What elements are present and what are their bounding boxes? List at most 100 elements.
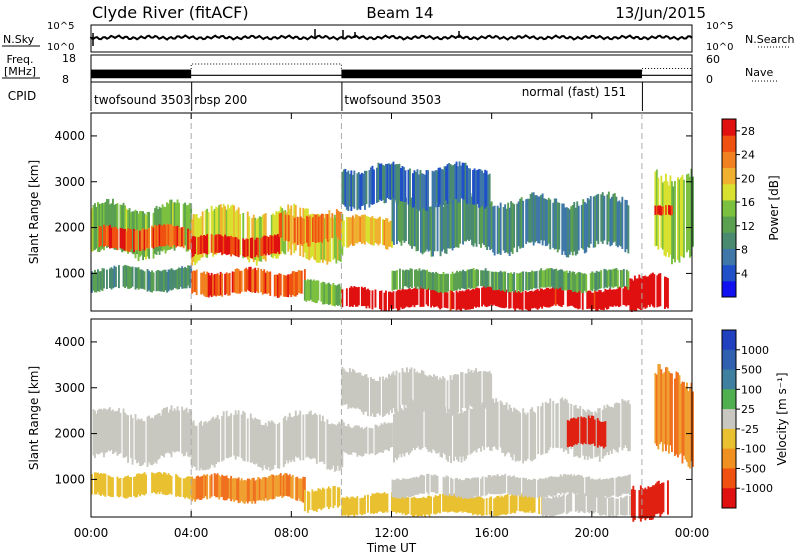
power-cell bbox=[213, 235, 216, 255]
power-cell bbox=[398, 289, 401, 311]
velocity-cell bbox=[392, 495, 395, 512]
power-cell bbox=[347, 217, 350, 248]
power-cell bbox=[127, 265, 129, 289]
velocity-cell bbox=[251, 418, 254, 463]
power-cell bbox=[383, 165, 386, 204]
power-cell bbox=[101, 202, 104, 249]
power-cell bbox=[351, 175, 354, 207]
power-cell bbox=[540, 268, 543, 288]
power-cell bbox=[431, 287, 434, 306]
velocity-cell bbox=[445, 475, 448, 496]
velocity-cell bbox=[547, 476, 550, 496]
velocity-cell bbox=[493, 498, 496, 517]
power-cell bbox=[564, 207, 567, 256]
power-cell bbox=[615, 268, 618, 287]
power-cell bbox=[362, 173, 365, 206]
power-cell bbox=[494, 288, 497, 306]
power-cell bbox=[124, 205, 126, 252]
power-cell bbox=[487, 286, 490, 307]
time-tick-label: 00:00 bbox=[675, 526, 710, 540]
power-cell bbox=[645, 276, 648, 308]
velocity-cell bbox=[397, 478, 400, 499]
power-cell bbox=[261, 236, 264, 256]
power-cell bbox=[181, 266, 184, 289]
velocity-cell bbox=[612, 497, 615, 517]
velocity-cell bbox=[502, 475, 505, 494]
power-cell bbox=[502, 287, 505, 309]
velocity-cell bbox=[550, 476, 553, 497]
power-cell bbox=[338, 211, 341, 241]
power-cell bbox=[680, 177, 682, 256]
power-cell bbox=[449, 164, 452, 204]
velocity-cell bbox=[261, 477, 264, 500]
velocity-cell bbox=[399, 480, 401, 499]
power-cell bbox=[475, 269, 478, 287]
power-colorbar-cell bbox=[722, 264, 736, 282]
power-cell bbox=[140, 229, 143, 252]
power-cell bbox=[227, 204, 230, 252]
power-cell bbox=[319, 215, 322, 242]
power-cell bbox=[412, 194, 415, 247]
power-cell bbox=[130, 267, 132, 288]
velocity-cell bbox=[430, 401, 433, 453]
velocity-cell bbox=[320, 490, 323, 511]
power-cell bbox=[207, 272, 210, 298]
power-cell bbox=[374, 218, 377, 243]
velocity-cell bbox=[562, 474, 565, 494]
power-cell bbox=[571, 290, 574, 306]
power-cell bbox=[455, 290, 458, 311]
power-cell bbox=[468, 269, 470, 288]
power-cell bbox=[451, 197, 454, 251]
power-cell bbox=[161, 270, 164, 292]
power-cell bbox=[544, 289, 547, 307]
velocity-cell bbox=[368, 427, 371, 455]
power-cell bbox=[485, 170, 488, 207]
velocity-cell bbox=[534, 479, 537, 498]
velocity-cell bbox=[342, 368, 345, 405]
velocity-cell bbox=[396, 409, 398, 460]
velocity-cell bbox=[520, 494, 523, 512]
power-cell bbox=[218, 205, 221, 250]
power-cell bbox=[321, 218, 324, 263]
velocity-cell bbox=[450, 477, 452, 496]
power-cell bbox=[463, 195, 466, 242]
power-cell bbox=[399, 195, 401, 243]
velocity-cell bbox=[460, 480, 463, 497]
power-cell bbox=[365, 215, 368, 242]
velocity-cell bbox=[479, 371, 482, 404]
power-cell bbox=[394, 270, 397, 290]
power-cell bbox=[236, 268, 239, 294]
velocity-cell bbox=[523, 412, 526, 461]
velocity-cell bbox=[541, 496, 544, 517]
velocity-cell bbox=[95, 472, 98, 495]
velocity-cell bbox=[419, 372, 422, 409]
velocity-cell bbox=[385, 493, 387, 512]
power-cell bbox=[360, 286, 363, 307]
velocity-cell bbox=[321, 415, 324, 462]
velocity-cell bbox=[285, 473, 288, 496]
velocity-cell bbox=[379, 425, 381, 453]
power-cell bbox=[619, 202, 622, 247]
velocity-cell bbox=[480, 478, 482, 497]
velocity-cell bbox=[197, 475, 200, 499]
power-cell bbox=[552, 202, 555, 248]
power-cell bbox=[296, 271, 299, 295]
power-cell bbox=[175, 269, 177, 289]
power-cell bbox=[412, 173, 414, 208]
power-cell bbox=[158, 270, 161, 292]
power-cell bbox=[356, 173, 359, 211]
power-cell bbox=[91, 208, 93, 252]
power-cell bbox=[433, 273, 436, 291]
power-cell bbox=[175, 226, 177, 248]
power-cell bbox=[603, 195, 606, 241]
power-cell bbox=[335, 209, 338, 237]
power-cell bbox=[385, 218, 387, 249]
power-cell bbox=[500, 288, 503, 308]
velocity-cell bbox=[592, 479, 595, 498]
velocity-cell bbox=[367, 377, 369, 417]
velocity-cell bbox=[599, 421, 602, 447]
power-cell bbox=[353, 170, 356, 209]
power-cell bbox=[488, 286, 491, 307]
velocity-cell bbox=[164, 407, 167, 454]
velocity-cell bbox=[351, 368, 354, 408]
